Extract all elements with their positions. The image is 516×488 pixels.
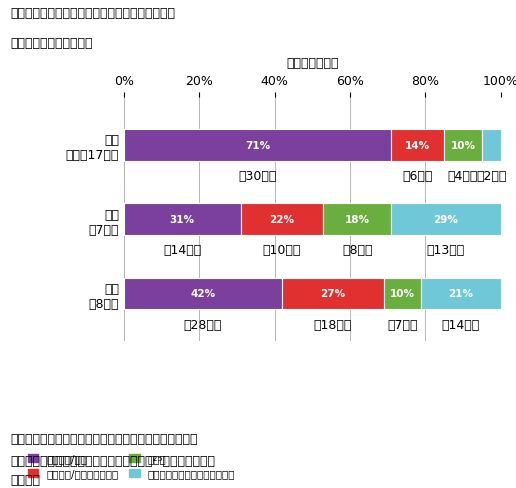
Bar xyxy=(240,204,324,235)
Legend: 共同研究/開発, 既存製品/システムの導入, その他, 事業投資・スタートアップ支援: 共同研究/開発, 既存製品/システムの導入, その他, 事業投資・スタートアップ… xyxy=(24,449,239,483)
Bar xyxy=(124,204,240,235)
Text: （8件）: （8件） xyxy=(342,244,373,257)
Bar xyxy=(124,278,282,309)
Text: 31%: 31% xyxy=(170,215,195,224)
Bar xyxy=(282,278,384,309)
Bar xyxy=(482,130,501,161)
Title: 提携種別の割合: 提携種別の割合 xyxy=(286,57,338,70)
Text: 出所：プレスリリース及びニュースサイト²⁵をもとに著者作: 出所：プレスリリース及びニュースサイト²⁵をもとに著者作 xyxy=(10,454,215,467)
Text: 注：「その他」には提携種別が不明なものを分類した。: 注：「その他」には提携種別が不明なものを分類した。 xyxy=(10,432,198,445)
Text: （13件）: （13件） xyxy=(427,244,465,257)
Bar xyxy=(391,130,444,161)
Text: （6件）: （6件） xyxy=(402,170,433,183)
Text: 29%: 29% xyxy=(433,215,458,224)
Bar xyxy=(422,278,501,309)
Bar xyxy=(384,278,422,309)
Bar xyxy=(324,204,391,235)
Text: （10件）: （10件） xyxy=(263,244,301,257)
Text: 成: 成 xyxy=(10,473,40,487)
Text: （14件）: （14件） xyxy=(163,244,201,257)
Text: （7件）: （7件） xyxy=(388,318,418,331)
Text: （4件）: （4件） xyxy=(448,170,478,183)
Text: （2件）: （2件） xyxy=(476,170,506,183)
Text: （28件）: （28件） xyxy=(184,318,222,331)
Text: 22%: 22% xyxy=(269,215,295,224)
Text: 21%: 21% xyxy=(448,288,474,299)
Text: 27%: 27% xyxy=(320,288,345,299)
Text: 71%: 71% xyxy=(245,141,270,151)
Text: 14%: 14% xyxy=(405,141,430,151)
Text: （18件）: （18件） xyxy=(314,318,352,331)
Text: 図６　日米欧の製薬企業におけるデジタル技術関: 図６ 日米欧の製薬企業におけるデジタル技術関 xyxy=(10,7,175,20)
Bar xyxy=(391,204,501,235)
Text: （14件）: （14件） xyxy=(442,318,480,331)
Bar xyxy=(124,130,391,161)
Text: 連の提携種別割合: 連の提携種別割合 xyxy=(10,37,93,50)
Text: 10%: 10% xyxy=(390,288,415,299)
Text: 18%: 18% xyxy=(345,215,370,224)
Text: （30件）: （30件） xyxy=(238,170,277,183)
Text: 42%: 42% xyxy=(190,288,216,299)
Bar xyxy=(444,130,482,161)
Text: 10%: 10% xyxy=(450,141,475,151)
